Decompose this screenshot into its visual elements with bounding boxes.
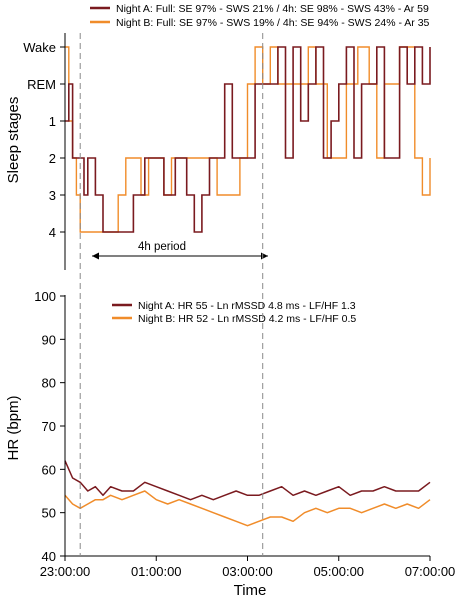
hr-legend-label-a: Night A: HR 55 - Ln rMSSD 4.8 ms - LF/HF… xyxy=(138,300,356,312)
sleep-legend-label-a: Night A: Full: SE 97% - SWS 21% / 4h: SE… xyxy=(116,3,429,15)
sleep-y-tick-label: 2 xyxy=(49,151,56,166)
hr-x-tick-label: 05:00:00 xyxy=(313,564,364,579)
period-arrow-right-head xyxy=(261,252,268,260)
sleep-y-axis-label: Sleep stages xyxy=(5,97,22,184)
hr-series-night-b xyxy=(64,490,431,527)
hr-x-tick-label: 07:00:00 xyxy=(405,564,455,579)
hr-series-night-a xyxy=(64,460,431,501)
period-annotation: 4h period xyxy=(92,241,268,260)
sleep-y-tick-label: 3 xyxy=(49,188,56,203)
hr-y-tick-label: 80 xyxy=(42,376,56,391)
sleep-series xyxy=(65,46,431,233)
sleep-y-tick-label: REM xyxy=(27,77,56,92)
hr-legend: Night A: HR 55 - Ln rMSSD 4.8 ms - LF/HF… xyxy=(112,300,356,325)
sleep-y-tick-label: 1 xyxy=(49,114,56,129)
hr-y-tick-label: 60 xyxy=(42,462,56,477)
sleep-legend: Night A: Full: SE 97% - SWS 21% / 4h: SE… xyxy=(90,3,430,29)
hr-y-ticks: 40 50 60 70 80 90 100 xyxy=(34,289,65,564)
sleep-y-tick-label: Wake xyxy=(23,40,56,55)
hr-y-tick-label: 90 xyxy=(42,332,56,347)
hr-x-axis-label: Time xyxy=(234,582,267,599)
sleep-series-night-a xyxy=(65,46,431,233)
hr-x-tick-label: 03:00:00 xyxy=(222,564,273,579)
hr-panel: Night A: HR 55 - Ln rMSSD 4.8 ms - LF/HF… xyxy=(5,289,455,599)
sleep-panel: Night A: Full: SE 97% - SWS 21% / 4h: SE… xyxy=(5,3,431,270)
hr-x-ticks: 23:00:00 01:00:00 03:00:00 05:00:00 07:00:00 xyxy=(40,556,455,579)
period-label: 4h period xyxy=(138,241,186,253)
hr-y-tick-label: 70 xyxy=(42,419,56,434)
period-arrow-left-head xyxy=(92,252,99,260)
hr-legend-label-b: Night B: HR 52 - Ln rMSSD 4.2 ms - LF/HF… xyxy=(138,313,356,325)
hr-y-tick-label: 100 xyxy=(34,289,56,304)
hr-y-tick-label: 40 xyxy=(42,549,56,564)
hr-y-axis-label: HR (bpm) xyxy=(5,395,22,460)
sleep-y-tick-label: 4 xyxy=(49,225,56,240)
sleep-legend-label-b: Night B: Full: SE 97% - SWS 19% / 4h: SE… xyxy=(116,17,430,29)
hr-x-tick-label: 23:00:00 xyxy=(40,564,91,579)
hr-x-tick-label: 01:00:00 xyxy=(131,564,182,579)
hr-y-tick-label: 50 xyxy=(42,506,56,521)
period-markers xyxy=(79,33,264,556)
hr-series xyxy=(64,460,431,527)
sleep-series-night-b xyxy=(65,46,431,233)
sleep-y-ticks: Wake REM 1 2 3 4 xyxy=(23,40,65,240)
